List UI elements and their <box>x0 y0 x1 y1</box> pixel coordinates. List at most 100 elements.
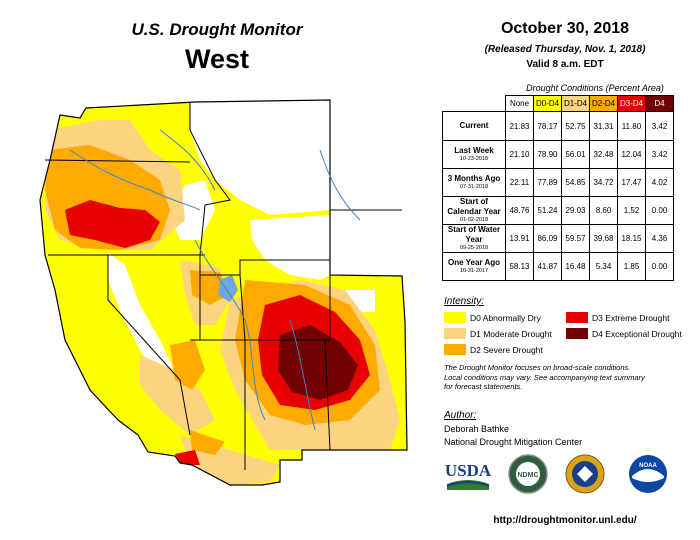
table-cell: 12.04 <box>617 140 646 169</box>
author-org: National Drought Mitigation Center <box>444 437 583 447</box>
legend-swatch-d4 <box>566 328 588 339</box>
table-cell: 21.10 <box>505 140 534 169</box>
legend-label-d1: D1 Moderate Drought <box>470 329 552 339</box>
table-cell: 86.09 <box>533 224 562 253</box>
row-label: Last Week 10-23-2018 <box>442 140 506 169</box>
row-label: One Year Ago 10-31-2017 <box>442 252 506 281</box>
table-cell: 51.24 <box>533 196 562 225</box>
table-cell: 0.00 <box>645 196 674 225</box>
table-cell: 56.01 <box>561 140 590 169</box>
table-cell: 5.34 <box>589 252 618 281</box>
legend-swatch-d3 <box>566 312 588 323</box>
table-row: 3 Months Ago 07-31-2018 22.11 77.89 54.85 34.… <box>442 168 674 197</box>
website-url[interactable]: http://droughtmonitor.unl.edu/ <box>493 515 637 526</box>
ndmc-logo: NDMC <box>508 454 548 494</box>
table-cell: 32.48 <box>589 140 618 169</box>
row-label: 3 Months Ago 07-31-2018 <box>442 168 506 197</box>
map-date: October 30, 2018 <box>500 20 630 37</box>
row-label-text: Last Week <box>454 146 494 155</box>
table-cell: 11.80 <box>617 111 646 141</box>
note-line: for forecast statements. <box>444 382 523 391</box>
usda-logo: USDA <box>445 461 491 490</box>
table-cell: 4.36 <box>645 224 674 253</box>
row-date: 09-25-2018 <box>459 245 489 251</box>
table-cell: 18.15 <box>617 224 646 253</box>
row-date: 07-31-2018 <box>459 184 489 190</box>
table-cell: 59.57 <box>561 224 590 253</box>
legend-title: Intensity: <box>444 296 485 307</box>
legend-label-d0: D0 Abnormally Dry <box>470 313 541 323</box>
row-date: 01-02-2018 <box>459 217 489 223</box>
row-label-text: One Year Ago <box>447 258 501 267</box>
column-header: None <box>505 95 534 112</box>
table-cell: 54.85 <box>561 168 590 197</box>
conditions-table-title: Drought Conditions (Percent Area) <box>526 83 664 93</box>
legend-label-d4: D4 Exceptional Drought <box>592 329 682 339</box>
table-cell: 1.85 <box>617 252 646 281</box>
row-label: Current <box>442 111 506 141</box>
author-title: Author: <box>444 410 477 421</box>
table-cell: 17.47 <box>617 168 646 197</box>
noaa-logo: NOAA <box>629 455 667 493</box>
table-cell: 58.13 <box>505 252 534 281</box>
table-cell: 21.83 <box>505 111 534 141</box>
svg-text:NDMC: NDMC <box>518 472 539 479</box>
release-date: (Released Thursday, Nov. 1, 2018) <box>484 44 646 55</box>
author-name: Deborah Bathke <box>444 424 510 434</box>
table-corner <box>443 96 506 112</box>
table-cell: 13.91 <box>505 224 534 253</box>
row-label-text: Current <box>459 121 489 130</box>
table-cell: 3.42 <box>645 111 674 141</box>
table-row: Start of Water Year 09-25-2018 13.91 86.09 5… <box>442 224 674 253</box>
valid-time: Valid 8 a.m. EDT <box>526 59 604 70</box>
table-cell: 52.75 <box>561 111 590 141</box>
table-cell: 34.72 <box>589 168 618 197</box>
legend-swatch-d1 <box>444 328 466 339</box>
table-cell: 48.76 <box>505 196 534 225</box>
svg-text:USDA: USDA <box>445 461 491 480</box>
table-cell: 3.42 <box>645 140 674 169</box>
note-line: Local conditions may vary. See accompany… <box>444 372 645 382</box>
legend-swatch-d2 <box>444 344 466 355</box>
svg-text:NOAA: NOAA <box>639 463 657 469</box>
legend-label-d2: D2 Severe Drought <box>470 345 543 355</box>
table-cell: 39.68 <box>589 224 618 253</box>
table-row: One Year Ago 10-31-2017 58.13 41.87 16.48 5.3… <box>442 252 674 281</box>
drought-map <box>39 99 408 486</box>
row-label-text: 3 Months Ago <box>447 174 501 183</box>
column-header: D4 <box>645 95 674 112</box>
row-date: 10-31-2017 <box>459 268 489 274</box>
table-row: Current 21.83 78.17 52.75 31.31 11.80 3.42 <box>442 111 674 141</box>
column-header: D1-D4 <box>561 95 590 112</box>
product-title: U.S. Drought Monitor <box>131 20 303 39</box>
row-date: 10-23-2018 <box>459 156 489 162</box>
table-cell: 4.02 <box>645 168 674 197</box>
region-title: West <box>184 44 250 74</box>
column-header: D2-D4 <box>589 95 618 112</box>
legend-label-d3: D3 Extreme Drought <box>592 313 670 323</box>
table-row: Start of Calendar Year 01-02-2018 48.76 51.… <box>442 196 674 225</box>
table-cell: 77.89 <box>533 168 562 197</box>
row-label-text: Start of Water Year <box>447 225 501 244</box>
column-header: D0-D4 <box>533 95 562 112</box>
legend-swatch-d0 <box>444 312 466 323</box>
table-cell: 1.52 <box>617 196 646 225</box>
table-cell: 0.00 <box>645 252 674 281</box>
seal-logo <box>565 454 605 494</box>
table-cell: 78.17 <box>533 111 562 141</box>
row-label: Start of Water Year 09-25-2018 <box>442 224 506 253</box>
row-label-text: Start of Calendar Year <box>447 197 501 216</box>
disclaimer-note: The Drought Monitor focuses on broad-sca… <box>444 363 694 392</box>
table-cell: 41.87 <box>533 252 562 281</box>
note-line: The Drought Monitor focuses on broad-sca… <box>444 363 631 372</box>
table-cell: 16.48 <box>561 252 590 281</box>
table-cell: 29.03 <box>561 196 590 225</box>
drought-conditions-table: None D0-D4 D1-D4 D2-D4 D3-D4 D4 Current 2… <box>442 95 674 281</box>
row-label: Start of Calendar Year 01-02-2018 <box>442 196 506 225</box>
table-cell: 78.90 <box>533 140 562 169</box>
table-cell: 31.31 <box>589 111 618 141</box>
table-row: Last Week 10-23-2018 21.10 78.90 56.01 32.48 1… <box>442 140 674 169</box>
column-header: D3-D4 <box>617 95 646 112</box>
table-cell: 8.60 <box>589 196 618 225</box>
table-cell: 22.11 <box>505 168 534 197</box>
